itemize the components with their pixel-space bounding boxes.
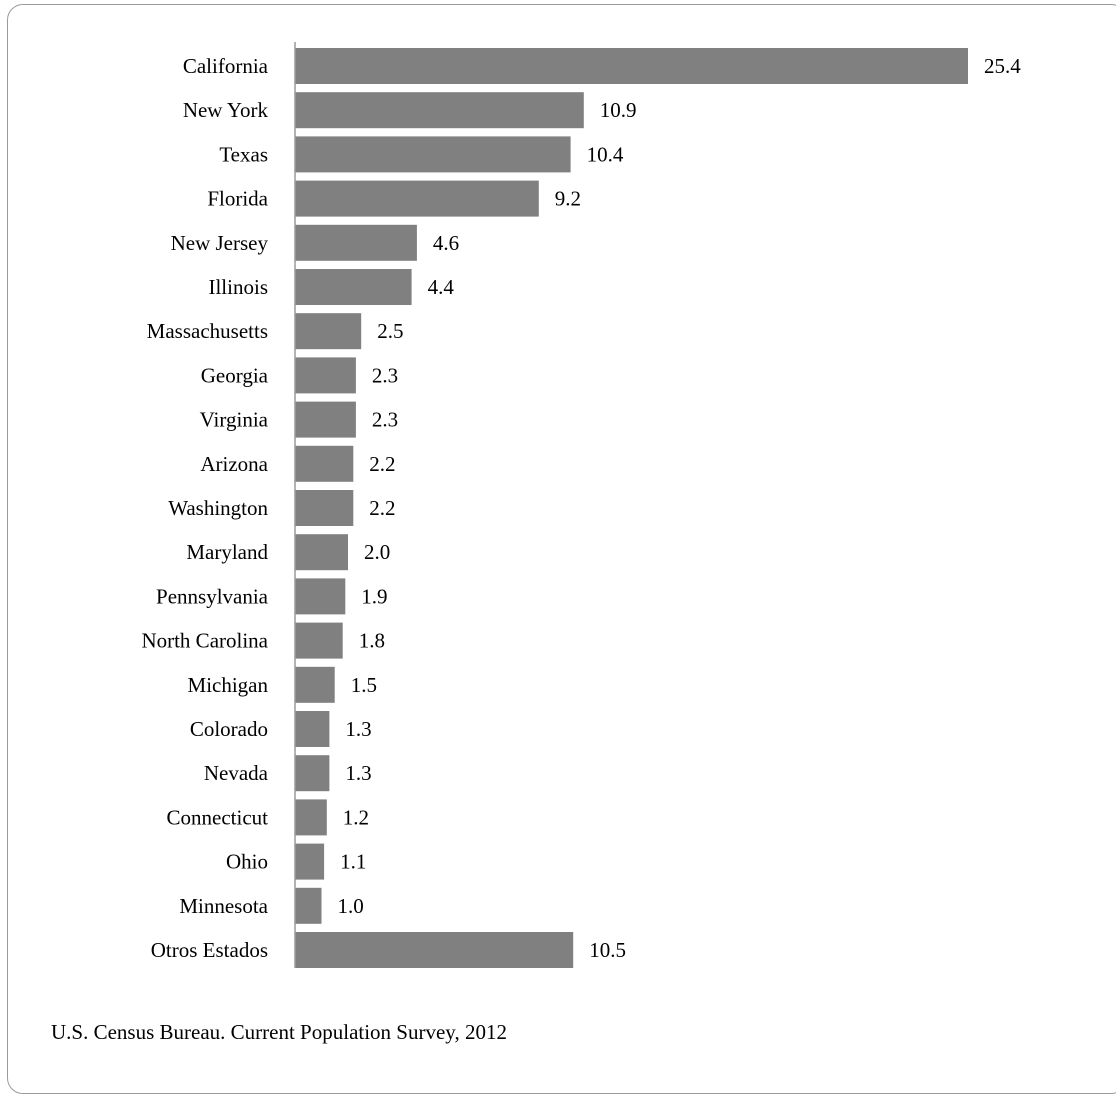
category-label: Washington — [168, 496, 268, 520]
bar-california — [295, 48, 968, 84]
bar-massachusetts — [295, 313, 362, 350]
category-label: New York — [183, 98, 269, 122]
value-label: 2.3 — [372, 408, 398, 432]
source-note: U.S. Census Bureau. Current Population S… — [51, 1020, 507, 1044]
value-label: 4.4 — [428, 275, 455, 299]
value-label: 1.3 — [345, 761, 371, 785]
category-label: North Carolina — [141, 629, 268, 653]
value-label: 4.6 — [433, 231, 459, 255]
value-label: 1.0 — [338, 894, 364, 918]
bar-ohio — [295, 843, 325, 880]
category-label: Virginia — [200, 408, 269, 432]
bar-georgia — [295, 357, 356, 394]
bar-texas — [295, 136, 571, 173]
bars-group: California 25.4 New York 10.9 Texas 10.4 Flori… — [141, 48, 1021, 968]
category-label: Michigan — [188, 673, 269, 697]
bar-north-carolina — [295, 622, 343, 659]
value-label: 9.2 — [555, 187, 581, 211]
bar-otros-estados — [295, 932, 574, 968]
category-label: Otros Estados — [151, 938, 268, 962]
bar-chart: California 25.4 New York 10.9 Texas 10.4 Flori… — [141, 42, 1021, 968]
bar-michigan — [295, 666, 335, 703]
bar-connecticut — [295, 799, 327, 836]
category-label: Nevada — [204, 761, 269, 785]
category-label: Illinois — [208, 275, 268, 299]
bar-florida — [295, 180, 539, 217]
bar-new-jersey — [295, 224, 417, 261]
value-label: 25.4 — [984, 54, 1021, 78]
bar-new-york — [295, 92, 584, 129]
category-label: Florida — [207, 187, 268, 211]
value-label: 1.3 — [345, 717, 371, 741]
category-label: Arizona — [200, 452, 268, 476]
category-label: Ohio — [226, 850, 268, 874]
value-label: 1.9 — [361, 584, 387, 608]
category-label: Pennsylvania — [156, 584, 269, 608]
category-label: Massachusetts — [147, 319, 268, 343]
value-label: 2.2 — [369, 452, 395, 476]
value-label: 10.9 — [600, 98, 637, 122]
value-label: 10.4 — [587, 142, 624, 166]
bar-illinois — [295, 269, 412, 305]
value-label: 1.5 — [351, 673, 377, 697]
value-label: 10.5 — [589, 938, 626, 962]
category-label: Texas — [219, 142, 268, 166]
value-label: 2.5 — [377, 319, 403, 343]
category-label: Colorado — [190, 717, 268, 741]
category-label: Connecticut — [167, 805, 269, 829]
value-label: 2.0 — [364, 540, 390, 564]
category-label: New Jersey — [171, 231, 269, 255]
bar-maryland — [295, 534, 348, 571]
category-label: Georgia — [201, 363, 269, 387]
bar-virginia — [295, 401, 356, 438]
value-label: 2.3 — [372, 363, 398, 387]
category-label: Maryland — [186, 540, 268, 564]
bar-nevada — [295, 755, 330, 792]
value-label: 1.8 — [359, 629, 385, 653]
value-label: 2.2 — [369, 496, 395, 520]
bar-arizona — [295, 445, 354, 482]
bar-washington — [295, 490, 354, 526]
bar-colorado — [295, 711, 330, 747]
category-label: Minnesota — [179, 894, 268, 918]
category-label: California — [183, 54, 269, 78]
bar-minnesota — [295, 887, 322, 924]
value-label: 1.2 — [343, 805, 369, 829]
value-label: 1.1 — [340, 850, 366, 874]
bar-pennsylvania — [295, 578, 346, 615]
